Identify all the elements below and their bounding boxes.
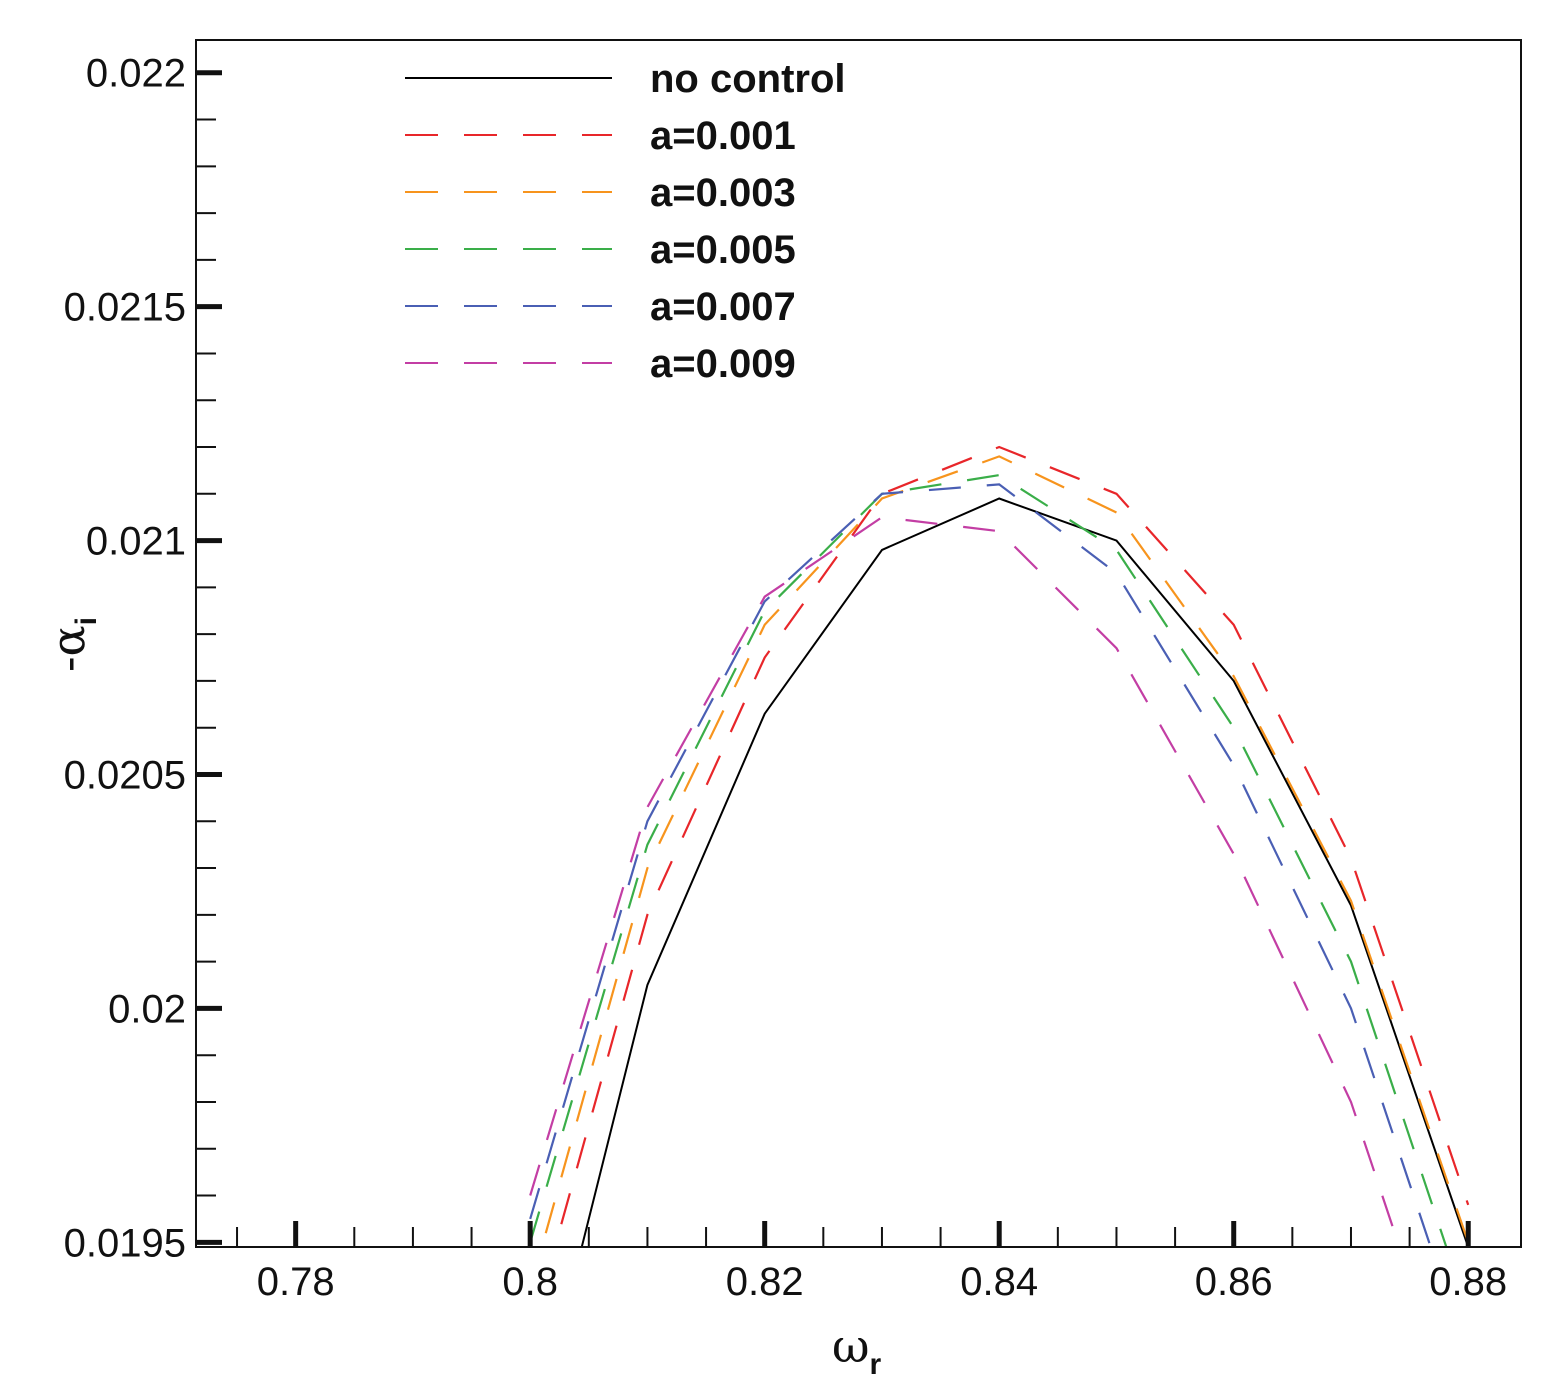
legend: no control a=0.001 a=0.003 a=0.005 a=0.007 a=…: [405, 57, 846, 386]
x-axis-title-subscript: r: [870, 1348, 882, 1381]
x-tick-label: 0.88: [1429, 1260, 1507, 1304]
y-tick-label: 0.0195: [64, 1221, 186, 1265]
x-tick-label: 0.84: [960, 1260, 1038, 1304]
series-line-a-0-009: [529, 516, 1401, 1247]
y-axis-title-symbol: -α: [41, 625, 95, 672]
series-line-a-0-003: [540, 455, 1470, 1247]
y-tick-label: 0.0205: [64, 753, 186, 797]
series-line-a-0-007: [529, 483, 1432, 1247]
y-tick-label: 0.0215: [64, 286, 186, 330]
x-axis: 0.78 0.8 0.82 0.84 0.86 0.88: [236, 1221, 1507, 1304]
y-tick-label: 0.021: [86, 520, 186, 564]
x-axis-title: ωr: [832, 1319, 882, 1381]
series-line-a-0-005: [529, 473, 1448, 1247]
legend-label: a=0.005: [650, 228, 796, 272]
x-tick-label: 0.78: [257, 1260, 335, 1304]
series-line-a-0-001: [553, 445, 1470, 1247]
plot-frame: [195, 39, 1522, 1248]
y-axis-title-subscript: i: [70, 617, 103, 625]
legend-label: a=0.009: [650, 342, 796, 386]
legend-label: a=0.007: [650, 285, 796, 329]
legend-label: a=0.001: [650, 114, 796, 158]
x-axis-title-symbol: ω: [832, 1319, 870, 1373]
series-layer: [529, 445, 1470, 1247]
x-tick-label: 0.86: [1195, 1260, 1273, 1304]
y-axis: 0.0195 0.02 0.0205 0.021 0.0215 0.022: [64, 52, 222, 1265]
legend-label: a=0.003: [650, 171, 796, 215]
legend-label: no control: [650, 57, 846, 101]
x-tick-label: 0.8: [502, 1260, 558, 1304]
y-tick-label: 0.02: [108, 987, 186, 1031]
x-tick-label: 0.82: [726, 1260, 804, 1304]
series-line-no-control: [580, 497, 1470, 1247]
y-tick-label: 0.022: [86, 52, 186, 96]
y-axis-title: -αi: [41, 617, 103, 672]
